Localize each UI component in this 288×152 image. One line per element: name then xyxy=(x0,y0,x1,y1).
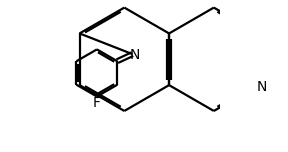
Text: F: F xyxy=(93,96,101,110)
Text: N: N xyxy=(130,48,140,62)
Text: N: N xyxy=(257,80,267,94)
